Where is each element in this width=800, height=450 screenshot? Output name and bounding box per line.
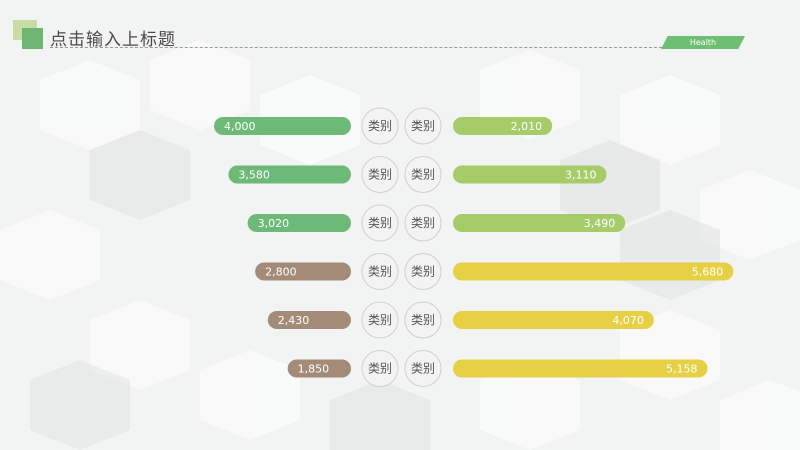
category-label-right: 类别	[411, 216, 435, 230]
category-circle-right	[404, 301, 442, 339]
right-bar	[453, 262, 734, 281]
title-divider	[50, 47, 662, 48]
left-bar	[267, 311, 351, 329]
left-value-label: 2,430	[278, 314, 310, 327]
category-circle-right	[404, 350, 442, 387]
category-label-right: 类别	[411, 119, 435, 133]
left-value-label: 2,800	[265, 266, 297, 279]
right-value-label: 3,110	[565, 169, 597, 182]
health-tag: Health	[661, 36, 745, 49]
category-circle-left	[361, 204, 399, 242]
category-label-left: 类别	[368, 216, 392, 230]
category-circle-right	[404, 204, 442, 242]
category-label-left: 类别	[368, 168, 392, 182]
left-bar	[228, 165, 351, 184]
right-value-label: 4,070	[612, 314, 644, 327]
category-circle-left	[361, 156, 399, 193]
category-circle-left	[361, 253, 399, 290]
left-bar	[287, 359, 351, 378]
left-value-label: 3,580	[238, 169, 270, 182]
category-label-right: 类别	[411, 265, 435, 279]
left-bar	[247, 214, 351, 232]
left-bar	[255, 262, 351, 281]
right-bar	[453, 214, 626, 232]
category-circle-right	[404, 156, 442, 193]
page-title: 点击输入上标题	[50, 30, 176, 50]
category-circle-right	[404, 107, 442, 145]
category-label-right: 类别	[411, 362, 435, 376]
right-bar	[453, 359, 708, 378]
category-label-left: 类别	[368, 362, 392, 376]
left-value-label: 1,850	[298, 363, 330, 376]
left-bar	[214, 117, 351, 135]
right-bar	[453, 117, 553, 135]
title-decoration-front	[22, 28, 43, 49]
right-bar	[453, 311, 654, 329]
right-value-label: 5,158	[666, 363, 698, 376]
right-value-label: 3,490	[584, 217, 616, 230]
right-value-label: 2,010	[511, 120, 543, 133]
category-circle-left	[361, 301, 399, 339]
category-label-left: 类别	[368, 119, 392, 133]
left-value-label: 3,020	[258, 217, 290, 230]
left-value-label: 4,000	[224, 120, 256, 133]
category-label-left: 类别	[368, 265, 392, 279]
right-value-label: 5,680	[692, 266, 724, 279]
category-circle-left	[361, 350, 399, 387]
category-label-left: 类别	[368, 313, 392, 327]
category-circle-left	[361, 107, 399, 145]
category-label-right: 类别	[411, 313, 435, 327]
right-bar	[453, 165, 607, 184]
category-label-right: 类别	[411, 168, 435, 182]
category-circle-right	[404, 253, 442, 290]
